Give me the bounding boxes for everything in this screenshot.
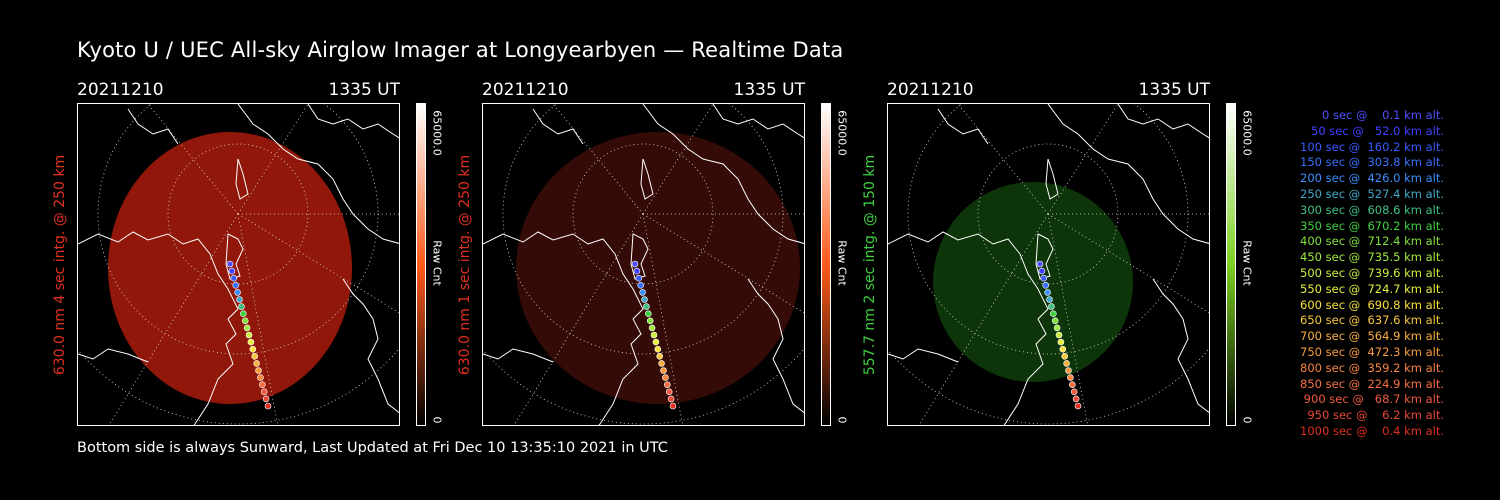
panel-date: 20211210 bbox=[887, 80, 974, 100]
page-title: Kyoto U / UEC All-sky Airglow Imager at … bbox=[77, 38, 844, 62]
panel-date: 20211210 bbox=[77, 80, 164, 100]
legend-item: 400 sec @ 712.4 km alt. bbox=[1296, 234, 1444, 249]
panel-time: 1335 UT bbox=[1138, 80, 1211, 100]
panel-ylabel: 557.7 nm 2 sec intg. @ 150 km bbox=[862, 154, 878, 375]
colorbar-unit-label: Raw Cnt bbox=[430, 240, 444, 286]
legend-item: 850 sec @ 224.9 km alt. bbox=[1296, 376, 1444, 391]
colorbar bbox=[416, 103, 426, 426]
legend-item: 800 sec @ 359.2 km alt. bbox=[1296, 360, 1444, 375]
panel-ylabel: 630.0 nm 1 sec intg. @ 250 km bbox=[457, 154, 473, 375]
legend-item: 50 sec @ 52.0 km alt. bbox=[1303, 123, 1444, 138]
allsky-image bbox=[77, 103, 400, 426]
colorbar-min-label: 0 bbox=[835, 416, 849, 424]
colorbar bbox=[821, 103, 831, 426]
legend-item: 700 sec @ 564.9 km alt. bbox=[1296, 329, 1444, 344]
legend-item: 0 sec @ 0.1 km alt. bbox=[1311, 108, 1444, 122]
legend-item: 900 sec @ 68.7 km alt. bbox=[1300, 392, 1444, 407]
colorbar-max-label: 65000.0 bbox=[1240, 110, 1254, 156]
imager-panel-2: 20211210 1335 UT 630.0 nm 1 sec intg. @ … bbox=[457, 80, 1212, 433]
imager-panel-3: 20211210 1335 UT 557.7 nm 2 sec intg. @ … bbox=[862, 80, 1500, 433]
colorbar-min-label: 0 bbox=[1240, 416, 1254, 424]
legend-item: 650 sec @ 637.6 km alt. bbox=[1296, 313, 1444, 328]
legend-item: 200 sec @ 426.0 km alt. bbox=[1296, 171, 1444, 186]
colorbar-max-label: 65000.0 bbox=[430, 110, 444, 156]
colorbar-min-label: 0 bbox=[430, 416, 444, 424]
colorbar-max-label: 65000.0 bbox=[835, 110, 849, 156]
legend-item: 450 sec @ 735.5 km alt. bbox=[1296, 250, 1444, 265]
imager-panel-1: 20211210 1335 UT 630.0 nm 4 sec intg. @ … bbox=[52, 80, 807, 433]
footer-note: Bottom side is always Sunward, Last Upda… bbox=[77, 440, 668, 456]
panel-time: 1335 UT bbox=[733, 80, 806, 100]
legend-item: 350 sec @ 670.2 km alt. bbox=[1296, 218, 1444, 233]
colorbar-unit-label: Raw Cnt bbox=[1240, 240, 1254, 286]
legend-item: 500 sec @ 739.6 km alt. bbox=[1296, 265, 1444, 280]
legend-item: 1000 sec @ 0.4 km alt. bbox=[1300, 423, 1444, 438]
colorbar bbox=[1226, 103, 1236, 426]
legend-item: 550 sec @ 724.7 km alt. bbox=[1296, 281, 1444, 296]
panel-ylabel: 630.0 nm 4 sec intg. @ 250 km bbox=[52, 154, 68, 375]
legend-item: 950 sec @ 6.2 km alt. bbox=[1303, 408, 1444, 423]
allsky-image bbox=[887, 103, 1210, 426]
trajectory-legend: 0 sec @ 0.1 km alt. 50 sec @ 52.0 km alt… bbox=[1262, 108, 1444, 440]
allsky-image bbox=[482, 103, 805, 426]
legend-item: 100 sec @ 160.2 km alt. bbox=[1296, 139, 1444, 154]
panel-date: 20211210 bbox=[482, 80, 569, 100]
legend-item: 250 sec @ 527.4 km alt. bbox=[1296, 186, 1444, 201]
legend-item: 750 sec @ 472.3 km alt. bbox=[1296, 344, 1444, 359]
legend-item: 300 sec @ 608.6 km alt. bbox=[1296, 202, 1444, 217]
legend-item: 150 sec @ 303.8 km alt. bbox=[1296, 155, 1444, 170]
legend-item: 600 sec @ 690.8 km alt. bbox=[1296, 297, 1444, 312]
colorbar-unit-label: Raw Cnt bbox=[835, 240, 849, 286]
panel-time: 1335 UT bbox=[328, 80, 401, 100]
